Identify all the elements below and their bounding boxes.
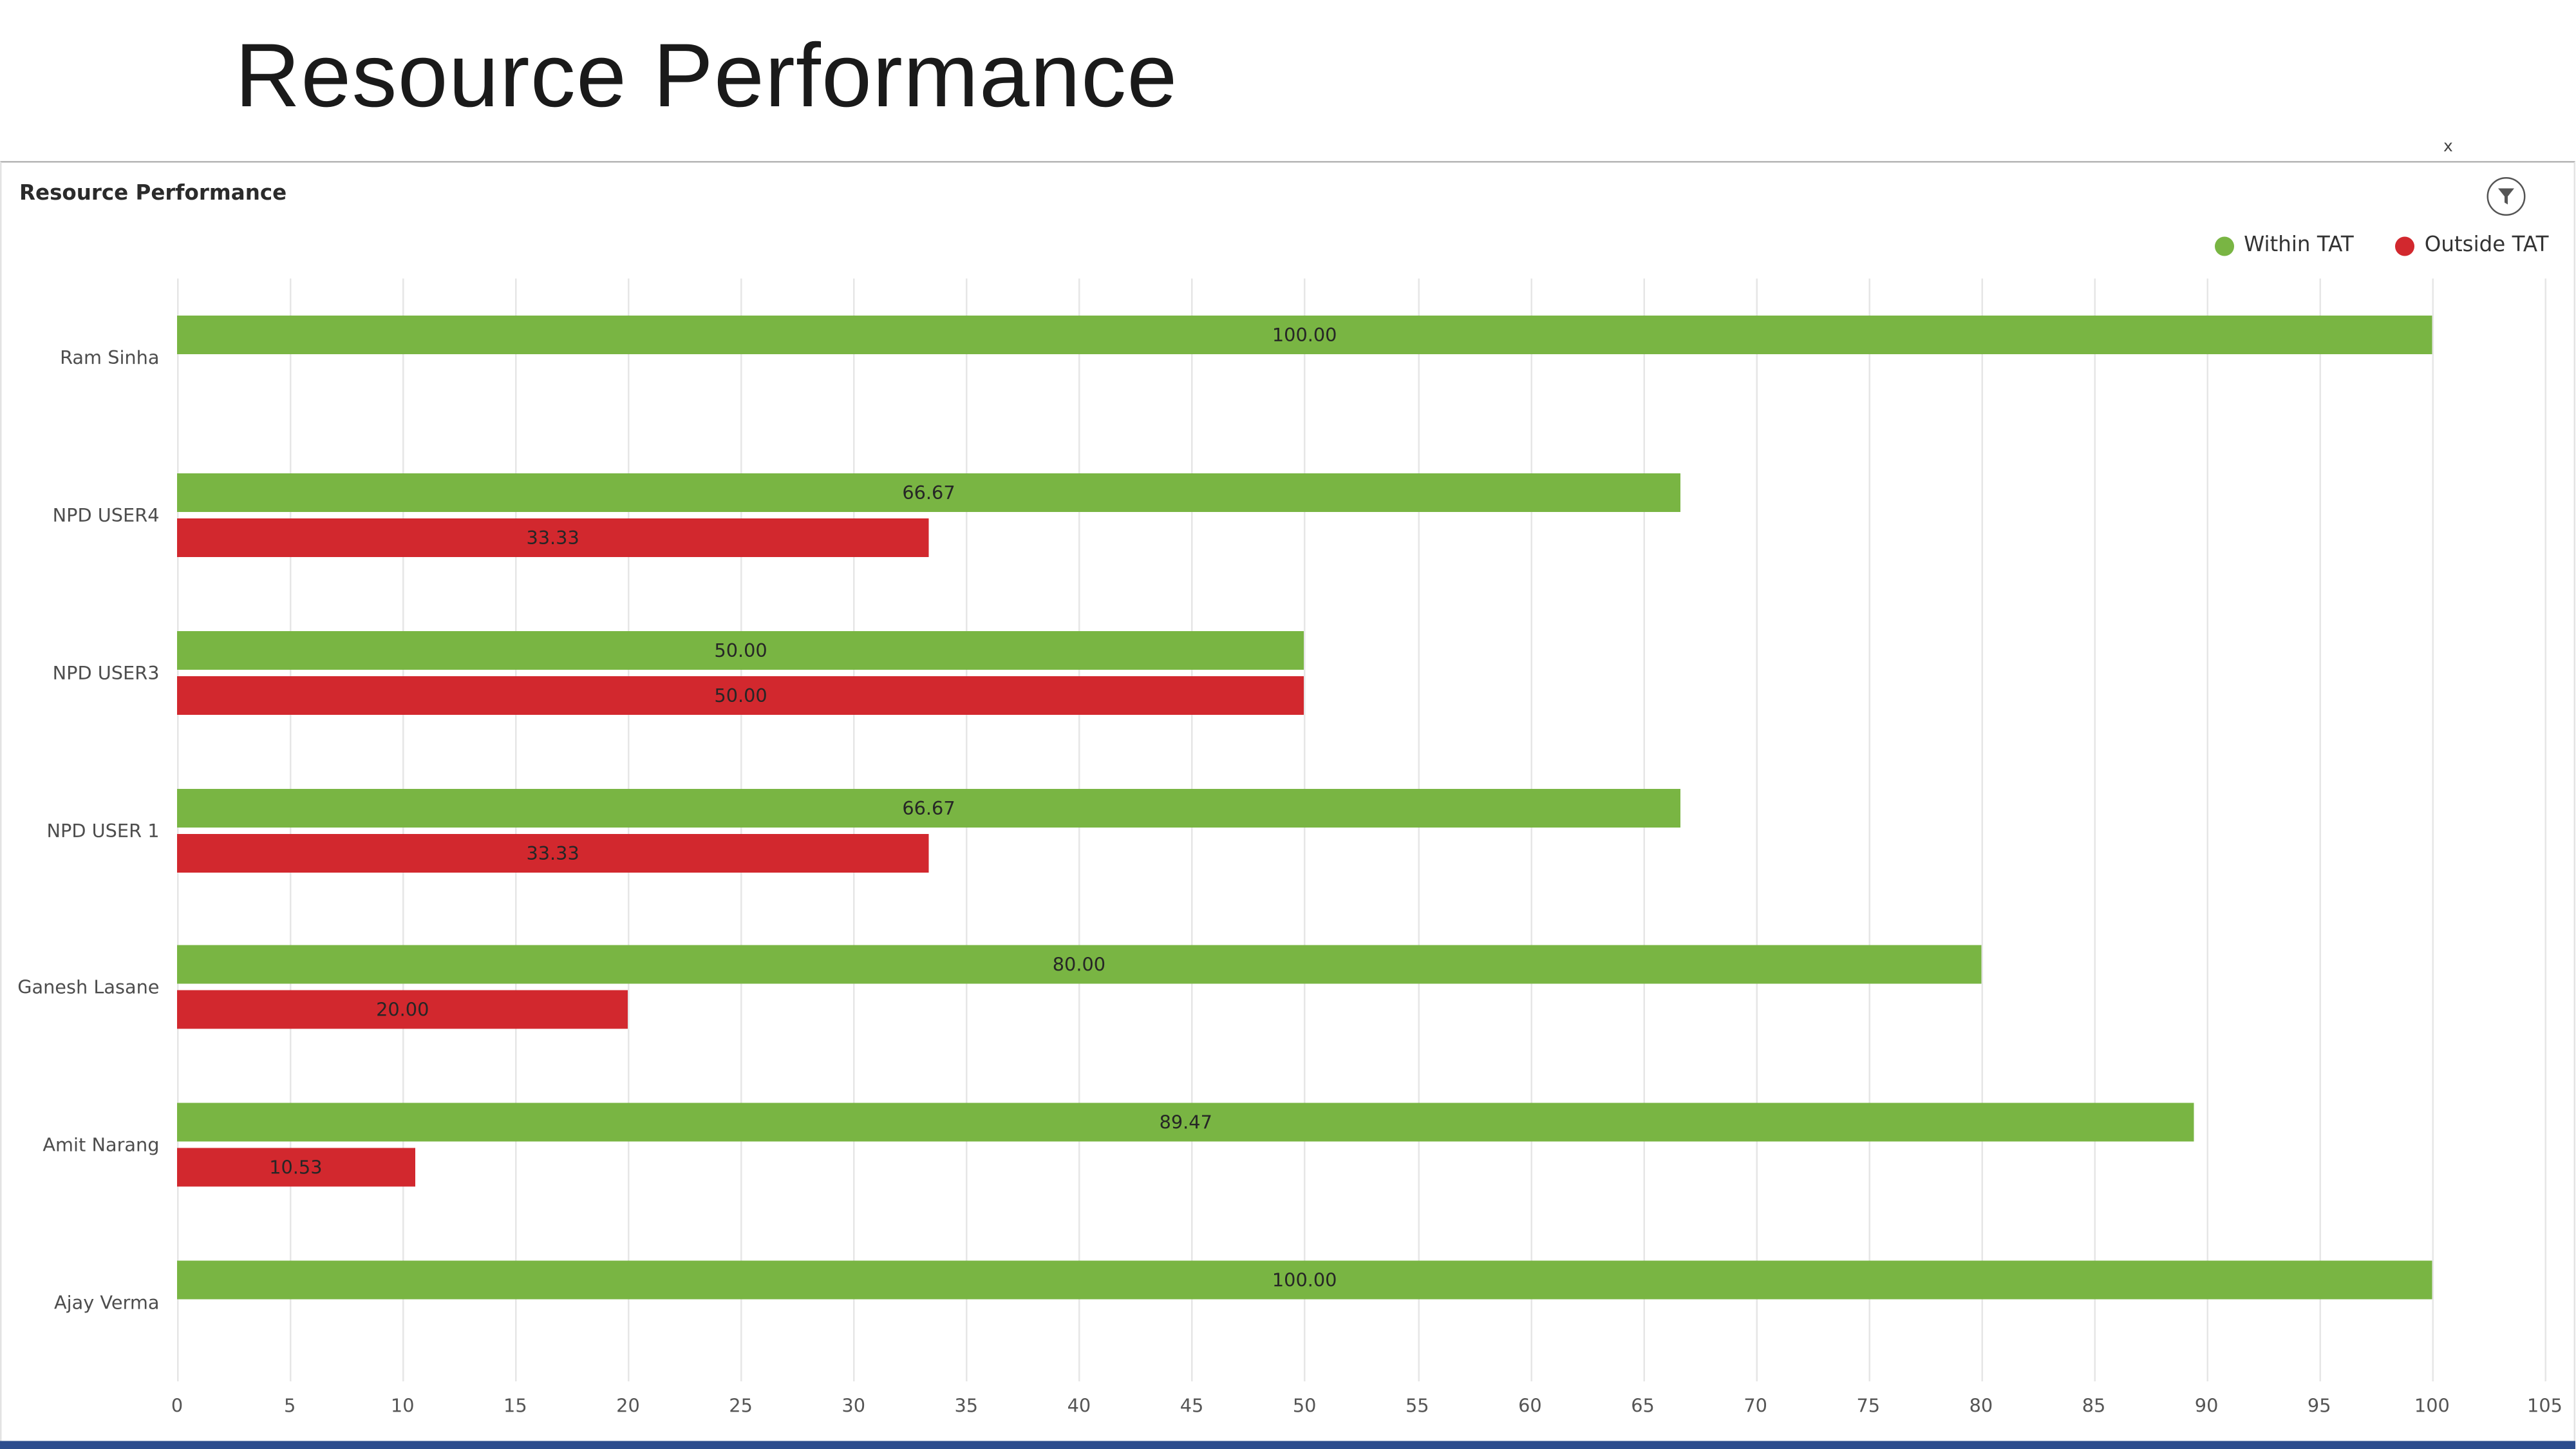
x-axis-tick-label: 75 <box>1856 1394 1881 1417</box>
x-axis-tick-label: 55 <box>1405 1394 1429 1417</box>
gridline <box>402 278 404 1381</box>
bar-value-label: 100.00 <box>1272 323 1337 346</box>
bar-value-label: 66.67 <box>902 796 955 819</box>
bar-outside-tat[interactable]: 33.33 <box>177 833 929 872</box>
legend-dot <box>2215 236 2235 256</box>
x-axis-tick-label: 35 <box>954 1394 979 1417</box>
bar-within-tat[interactable]: 66.67 <box>177 788 1680 827</box>
x-axis-tick-label: 50 <box>1292 1394 1317 1417</box>
gridline <box>2319 278 2321 1381</box>
x-axis-tick-label: 5 <box>283 1394 296 1417</box>
bar-value-label: 50.00 <box>714 683 767 706</box>
legend-label: Outside TAT <box>2424 233 2549 258</box>
bottom-blue-bar <box>0 1441 2576 1449</box>
bar-value-label: 89.47 <box>1159 1111 1212 1134</box>
gridline <box>2544 278 2546 1381</box>
x-axis-tick-label: 10 <box>390 1394 415 1417</box>
gridline <box>1868 278 1870 1381</box>
bar-within-tat[interactable]: 100.00 <box>177 1260 2432 1300</box>
gridline <box>740 278 743 1381</box>
legend-dot <box>2395 236 2415 256</box>
funnel-glyph <box>2498 188 2515 205</box>
x-axis-tick-label: 0 <box>171 1394 183 1417</box>
gridline <box>628 278 630 1381</box>
bar-within-tat[interactable]: 80.00 <box>177 945 1981 985</box>
gridline <box>853 278 856 1381</box>
legend-label: Within TAT <box>2244 233 2354 258</box>
gridline <box>2093 278 2096 1381</box>
gridline <box>966 278 968 1381</box>
x-axis-tick-label: 100 <box>2414 1394 2450 1417</box>
gridline <box>1755 278 1758 1381</box>
bar-outside-tat[interactable]: 33.33 <box>177 518 929 557</box>
bar-within-tat[interactable]: 89.47 <box>177 1103 2195 1142</box>
x-axis-tick-label: 20 <box>616 1394 640 1417</box>
category-label: Ram Sinha <box>60 346 160 369</box>
category-label: Ajay Verma <box>53 1291 160 1314</box>
bar-value-label: 100.00 <box>1272 1269 1337 1292</box>
gridline <box>1078 278 1081 1381</box>
bar-value-label: 33.33 <box>526 841 579 864</box>
bar-value-label: 10.53 <box>269 1156 323 1179</box>
x-axis-tick-label: 80 <box>1969 1394 1993 1417</box>
x-axis-tick-label: 30 <box>841 1394 866 1417</box>
gridline <box>1417 278 1419 1381</box>
plot-area: 100.00 66.67 33.33 50.00 50.00 66.67 33.33 80.0… <box>177 278 2546 1381</box>
gridline <box>1642 278 1645 1381</box>
page-header: Resource Performance <box>0 0 2576 161</box>
x-axis-tick-label: 45 <box>1180 1394 1204 1417</box>
x-axis-tick-label: 70 <box>1744 1394 1767 1417</box>
y-axis-labels: Ram Sinha NPD USER4 NPD USER3 NPD USER 1 Gan… <box>2 279 166 1382</box>
bar-within-tat[interactable]: 50.00 <box>177 630 1305 670</box>
gridline <box>290 278 292 1381</box>
legend-item-within-tat[interactable]: Within TAT <box>2215 234 2354 258</box>
x-axis-tick-label: 15 <box>503 1394 527 1417</box>
category-label: Amit Narang <box>42 1133 160 1157</box>
bar-outside-tat[interactable]: 50.00 <box>177 676 1305 715</box>
x-axis-labels: 0 5 10 15 20 25 30 35 40 45 50 55 60 65 70 75 80 85 90 95 10… <box>171 1394 2562 1426</box>
bar-value-label: 20.00 <box>376 999 429 1022</box>
bar-value-label: 80.00 <box>1052 954 1106 977</box>
x-axis-tick-label: 40 <box>1067 1394 1091 1417</box>
legend-item-outside-tat[interactable]: Outside TAT <box>2395 233 2549 258</box>
x-axis-tick-label: 105 <box>2527 1394 2562 1417</box>
x-axis-tick-label: 25 <box>729 1394 753 1417</box>
x-axis-tick-label: 85 <box>2082 1394 2106 1417</box>
x-axis-tick-label: 65 <box>1631 1394 1655 1417</box>
category-label: NPD USER 1 <box>46 819 160 842</box>
gridline <box>1192 278 1194 1381</box>
x-axis-tick-label: 95 <box>2307 1394 2331 1417</box>
close-icon[interactable]: x <box>2443 138 2453 156</box>
chart-title: Resource Performance <box>19 182 287 207</box>
gridline <box>1304 278 1306 1381</box>
bar-value-label: 66.67 <box>902 481 955 504</box>
filter-funnel-icon[interactable] <box>2487 177 2526 216</box>
gridline <box>177 278 179 1381</box>
bar-outside-tat[interactable]: 20.00 <box>177 990 628 1030</box>
bar-outside-tat[interactable]: 10.53 <box>177 1148 415 1188</box>
gridline <box>2432 278 2434 1381</box>
chart-panel: Resource Performance Within TAT Outside T… <box>0 161 2576 1443</box>
gridline <box>515 278 517 1381</box>
category-label: Ganesh Lasane <box>17 976 160 999</box>
category-label: NPD USER3 <box>52 661 160 684</box>
category-label: NPD USER4 <box>52 503 160 526</box>
bar-value-label: 50.00 <box>714 638 767 661</box>
x-axis-tick-label: 60 <box>1518 1394 1542 1417</box>
chart-legend: Within TAT Outside TAT <box>2215 234 2548 258</box>
page-title: Resource Performance <box>235 24 1178 126</box>
bar-within-tat[interactable]: 66.67 <box>177 473 1680 512</box>
bar-within-tat[interactable]: 100.00 <box>177 316 2432 354</box>
x-axis-tick-label: 90 <box>2194 1394 2219 1417</box>
gridline <box>1980 278 1983 1381</box>
gridline <box>2206 278 2208 1381</box>
bar-value-label: 33.33 <box>526 526 579 549</box>
gridline <box>1530 278 1532 1381</box>
